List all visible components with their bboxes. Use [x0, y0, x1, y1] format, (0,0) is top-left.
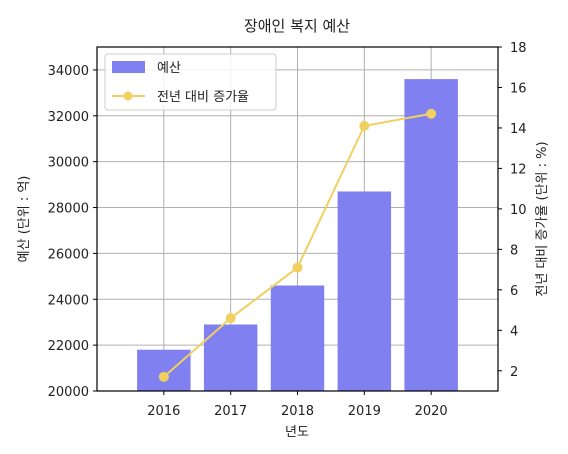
- left-tick-label: 24000: [48, 293, 89, 308]
- right-tick-label: 8: [510, 243, 518, 258]
- left-tick-label: 30000: [48, 156, 89, 171]
- x-axis-label: 년도: [285, 425, 309, 440]
- growth-point-2017: [226, 313, 236, 323]
- left-tick-label: 28000: [48, 202, 89, 217]
- right-tick-label: 2: [510, 365, 518, 380]
- legend-bar-swatch: [112, 61, 145, 73]
- x-tick-label: 2019: [348, 404, 381, 419]
- left-tick-label: 20000: [48, 385, 89, 400]
- chart-title: 장애인 복지 예산: [244, 17, 350, 35]
- x-tick-label: 2020: [415, 404, 448, 419]
- right-tick-label: 4: [510, 324, 518, 339]
- bar-2018: [271, 286, 324, 391]
- y-axis-label-right: 전년 대비 증가율 (단위 : %): [535, 141, 550, 296]
- growth-point-2018: [293, 263, 303, 273]
- legend-line-label: 전년 대비 증가율: [157, 90, 249, 105]
- bar-2019: [338, 191, 391, 391]
- growth-point-2020: [426, 109, 436, 119]
- left-tick-label: 26000: [48, 247, 89, 262]
- bar-2020: [404, 79, 457, 391]
- right-tick-label: 12: [510, 162, 527, 177]
- legend-line-marker: [124, 92, 133, 101]
- legend: 예산 전년 대비 증가율: [105, 54, 276, 110]
- x-tick-label: 2016: [147, 404, 180, 419]
- right-tick-label: 18: [510, 41, 527, 56]
- right-axis: 2 4 6 8 10 12 14 16 18: [498, 41, 527, 380]
- growth-point-2016: [159, 372, 169, 382]
- left-tick-label: 34000: [48, 64, 89, 79]
- right-tick-label: 6: [510, 284, 518, 299]
- legend-bar-label: 예산: [157, 61, 181, 76]
- right-tick-label: 14: [510, 122, 527, 137]
- left-tick-label: 32000: [48, 110, 89, 125]
- left-axis: 20000 22000 24000 26000 28000 30000 32000 34000: [48, 64, 97, 400]
- x-axis: 2016 2017 2018 2019 2020: [147, 391, 447, 419]
- x-tick-label: 2018: [281, 404, 314, 419]
- x-tick-label: 2017: [214, 404, 247, 419]
- growth-point-2019: [359, 121, 369, 131]
- y-axis-label-left: 예산 (단위 : 억): [17, 176, 32, 263]
- bar-2016: [137, 350, 190, 391]
- right-tick-label: 16: [510, 81, 527, 96]
- left-tick-label: 22000: [48, 339, 89, 354]
- right-tick-label: 10: [510, 203, 527, 218]
